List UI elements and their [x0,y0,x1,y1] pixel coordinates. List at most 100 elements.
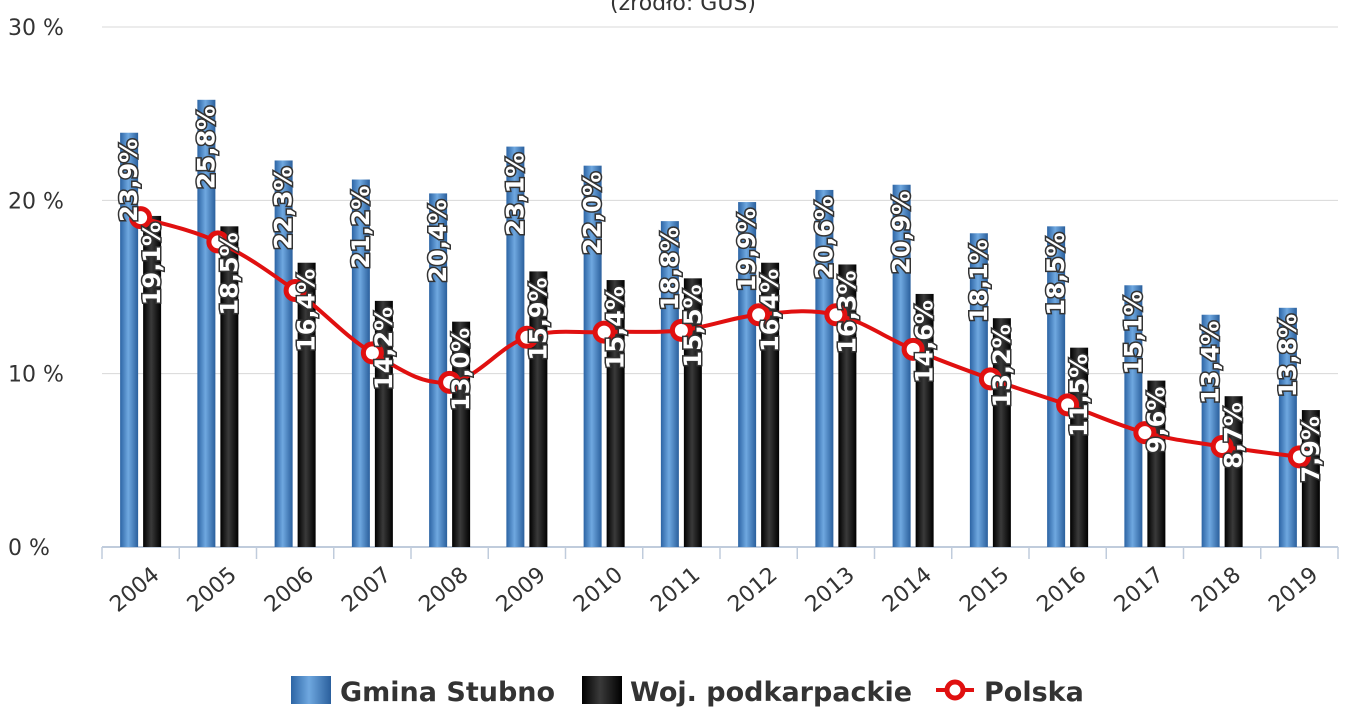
bar-woj-podkarpackie [606,280,625,547]
data-label-woj-podkarpackie: 14,2% [370,307,398,390]
polska-point [901,337,925,361]
data-label-gmina-stubno: 15,1% [1119,291,1147,374]
data-label-gmina-stubno: 13,4% [1197,321,1225,404]
data-label-gmina-stubno: 20,4% [424,199,452,282]
data-label-gmina-stubno: 19,9% [733,208,761,291]
polska-point [283,278,307,302]
bar-woj-podkarpackie [838,264,857,547]
bar-woj-podkarpackie [761,262,780,547]
x-tick-label: 2006 [260,562,319,617]
x-tick-label: 2019 [1264,562,1323,617]
data-label-gmina-stubno: 23,9% [115,139,143,222]
polska-point [1210,434,1234,458]
data-label-gmina-stubno: 20,6% [810,196,838,279]
bar-woj-podkarpackie [1224,396,1243,547]
data-label-woj-podkarpackie: 15,9% [524,277,552,360]
x-tick-label: 2014 [878,562,937,617]
x-tick-label: 2010 [569,562,628,617]
data-label-woj-podkarpackie: 16,3% [833,270,861,353]
legend-label-woj-podkarpackie: Woj. podkarpackie [630,677,912,708]
y-tick-label: 10 % [8,363,64,388]
polska-point [592,320,616,344]
data-label-gmina-stubno: 18,8% [656,227,684,310]
x-tick-label: 2007 [337,562,396,617]
polska-point [747,303,771,327]
bar-gmina-stubno [1124,285,1143,547]
bar-gmina-stubno [120,132,139,547]
data-label-gmina-stubno: 22,3% [270,166,298,249]
bar-gmina-stubno [738,202,757,548]
legend-swatch-woj-podkarpackie [582,676,622,704]
x-tick-label: 2009 [492,562,551,617]
x-tick-label: 2004 [106,562,165,617]
data-label-woj-podkarpackie: 7,9% [1297,416,1325,483]
bar-woj-podkarpackie [1147,380,1166,547]
bar-gmina-stubno [506,146,525,547]
y-tick-label: 20 % [8,189,64,214]
data-label-gmina-stubno: 18,1% [965,239,993,322]
x-tick-label: 2015 [955,562,1014,617]
bar-gmina-stubno [892,184,911,547]
bar-gmina-stubno [351,179,370,548]
data-label-woj-podkarpackie: 15,4% [602,286,630,369]
data-label-woj-podkarpackie: 14,6% [911,300,939,383]
polska-point [1287,445,1311,469]
data-label-woj-podkarpackie: 16,4% [293,269,321,352]
data-label-woj-podkarpackie: 19,1% [138,222,166,305]
y-tick-label: 30 % [8,16,64,41]
bar-woj-podkarpackie [143,215,162,547]
x-tick-label: 2011 [646,562,705,617]
data-label-woj-podkarpackie: 18,5% [215,232,243,315]
polska-point [1056,393,1080,417]
y-tick-label: 0 % [8,536,50,561]
data-label-gmina-stubno: 21,2% [347,186,375,269]
data-label-woj-podkarpackie: 15,5% [679,284,707,367]
bar-gmina-stubno [815,189,834,547]
polska-point [438,370,462,394]
data-label-woj-podkarpackie: 16,4% [756,269,784,352]
polska-line [129,206,1311,469]
bar-gmina-stubno [197,99,216,548]
polska-point [129,206,153,230]
bar-gmina-stubno [274,160,293,547]
data-labels: 23,9%19,1% 25,8% 18,5% 22,3% 16,4% 21,2% 14,2%… [114,104,1327,484]
polska-line-path [140,215,1300,459]
data-label-gmina-stubno: 22,0% [579,172,607,255]
bar-woj-podkarpackie [1301,410,1320,547]
bar-woj-podkarpackie [683,278,702,547]
legend-label-polska: Polska [984,677,1084,708]
legend: Gmina Stubno Woj. podkarpackie Polska [291,676,1084,708]
polska-point [1133,421,1157,445]
legend-swatch-gmina-stubno [291,676,331,704]
polska-point [360,341,384,365]
data-label-gmina-stubno: 20,9% [888,191,916,274]
legend-label-gmina-stubno: Gmina Stubno [340,677,555,708]
bar-gmina-stubno [1047,226,1066,548]
x-axis: 2004 2005 2006 2007 2008 2009 2010 2011 2012 2013… [101,547,1339,618]
bar-gmina-stubno [660,221,679,547]
x-tick-label: 2018 [1187,562,1246,617]
data-label-woj-podkarpackie: 9,6% [1142,387,1170,454]
chart-subtitle: (źródło: GUS) [610,0,756,16]
bar-gmina-stubno [969,233,988,547]
bar-gmina-stubno [583,165,602,547]
bar-gmina-stubno [429,193,448,547]
data-label-gmina-stubno: 25,8% [192,106,220,189]
polska-point [515,325,539,349]
polska-point [978,367,1002,391]
data-label-woj-podkarpackie: 8,7% [1220,402,1248,469]
x-tick-label: 2017 [1110,562,1169,617]
data-label-gmina-stubno: 18,5% [1042,232,1070,315]
x-tick-label: 2005 [183,562,242,617]
polska-point [824,303,848,327]
x-tick-label: 2008 [415,562,474,617]
polska-point [206,230,230,254]
x-tick-label: 2013 [801,562,860,617]
bar-gmina-stubno [1278,307,1297,547]
data-label-woj-podkarpackie: 13,0% [447,328,475,411]
bar-woj-podkarpackie [297,262,316,547]
polska-point [669,318,693,342]
data-label-gmina-stubno: 13,8% [1274,314,1302,397]
x-tick-label: 2012 [724,562,783,617]
